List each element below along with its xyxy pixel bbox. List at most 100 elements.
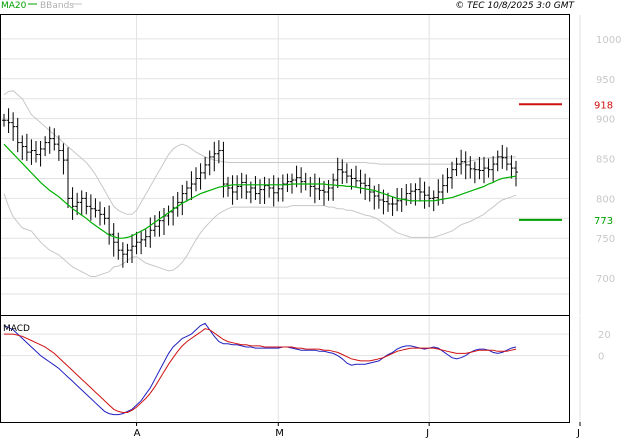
ohlc-bar: [454, 157, 459, 177]
ohlc-bar: [280, 174, 285, 202]
ohlc-bar: [436, 179, 441, 206]
ohlc-bar: [244, 174, 249, 200]
ohlc-bar: [322, 180, 326, 206]
ohlc-bar: [413, 183, 418, 206]
ohlc-bar: [66, 147, 70, 208]
ohlc-bar: [500, 144, 505, 169]
y-tick-label: 800: [596, 194, 615, 205]
ohlc-bar: [125, 243, 130, 263]
ohlc-bar: [139, 231, 144, 255]
ohlc-bar: [98, 201, 102, 226]
ohlc-bar: [166, 205, 171, 226]
ohlc-bar: [358, 169, 363, 194]
ohlc-bar: [130, 234, 134, 263]
ohlc-bar: [472, 161, 477, 184]
ohlc-bar: [267, 178, 272, 198]
price-bars: [2, 108, 518, 268]
ohlc-bar: [331, 173, 336, 201]
x-tick-label: M: [275, 428, 284, 439]
ma20-line: [3, 143, 517, 239]
ohlc-bar: [271, 175, 276, 207]
x-axis-ticks: AMJJA: [134, 422, 581, 439]
ohlc-bar: [70, 187, 75, 220]
ohlc-bar: [354, 165, 358, 188]
ohlc-bar: [189, 171, 194, 200]
ohlc-bar: [47, 126, 52, 154]
ohlc-bar: [38, 140, 43, 167]
copyright-text: © TEC 10/8/2025 3:0 GMT: [455, 1, 575, 11]
y-tick-label: 700: [596, 274, 615, 285]
legend-bbands-label: BBands: [40, 1, 74, 11]
ohlc-bar: [88, 194, 93, 221]
ohlc-bar: [504, 147, 509, 171]
ohlc-bar: [477, 156, 482, 180]
ohlc-bar: [445, 168, 450, 193]
ohlc-bar: [372, 185, 377, 210]
ohlc-bar: [486, 158, 491, 178]
ohlc-bar: [463, 151, 468, 180]
ohlc-bar: [299, 167, 304, 193]
ohlc-bar: [203, 156, 208, 180]
ohlc-bar: [427, 186, 432, 208]
ohlc-bar: [344, 163, 349, 184]
macd-grid: [1, 333, 569, 357]
ohlc-bar: [235, 175, 240, 200]
x-tick-label: A: [134, 428, 141, 439]
ohlc-bar: [111, 223, 116, 257]
ohlc-bar: [175, 192, 180, 217]
ohlc-bar: [24, 133, 29, 161]
y-tick-label: 750: [596, 234, 615, 245]
ohlc-bar: [143, 229, 148, 248]
ohlc-bar: [495, 150, 500, 172]
ohlc-bar: [134, 231, 139, 255]
ohlc-bar: [422, 181, 427, 209]
ohlc-bar: [11, 112, 16, 141]
main-grid: [1, 15, 581, 422]
ohlc-bar: [285, 173, 290, 192]
legend: MA20 BBands: [1, 1, 82, 11]
signal-polyline: [4, 328, 517, 413]
ohlc-bar: [198, 163, 203, 190]
ohlc-bar: [52, 128, 57, 151]
ohlc-bar: [390, 196, 395, 216]
ohlc-bar: [514, 160, 518, 187]
ohlc-bar: [363, 173, 368, 200]
ohlc-bar: [312, 173, 317, 204]
y-tick-label: 900: [596, 115, 615, 126]
macd-title: MACD: [3, 324, 30, 334]
ohlc-bar: [120, 242, 125, 268]
resistance-label: 918: [594, 100, 613, 111]
y-axis-ticks: 1000 950 900 850 800 750 700 20 0: [596, 35, 621, 363]
ohlc-bar: [56, 135, 61, 161]
x-tick-label: J: [425, 428, 429, 439]
ohlc-bar: [418, 177, 422, 202]
bb-lower-line: [3, 193, 517, 277]
levels: 918 773: [519, 100, 613, 227]
y-tick-label: 1000: [596, 35, 621, 46]
ohlc-bar: [116, 232, 121, 260]
ohlc-bar: [450, 161, 454, 189]
ma20-polyline: [3, 143, 517, 239]
ohlc-bar: [15, 117, 20, 153]
ohlc-bar: [148, 217, 153, 248]
ohlc-bar: [253, 176, 258, 200]
ohlc-bar: [258, 179, 262, 204]
ohlc-bar: [216, 140, 221, 164]
ohlc-bar: [376, 184, 381, 209]
ohlc-bar: [20, 135, 25, 161]
ohlc-bar: [230, 175, 235, 205]
ohlc-bar: [459, 149, 464, 175]
ohlc-bar: [308, 176, 313, 197]
ohlc-bar: [102, 207, 107, 225]
ohlc-bar: [157, 211, 162, 237]
ohlc-bar: [276, 177, 281, 202]
ohlc-bar: [61, 143, 66, 175]
macd-y-tick-label: 0: [598, 352, 604, 363]
ohlc-bar: [491, 156, 496, 182]
ohlc-bar: [194, 167, 198, 192]
support-label: 773: [594, 216, 613, 227]
y-tick-label: 850: [596, 155, 615, 166]
ohlc-bar: [34, 140, 38, 163]
ohlc-bar: [335, 157, 340, 189]
ohlc-bar: [152, 215, 157, 237]
